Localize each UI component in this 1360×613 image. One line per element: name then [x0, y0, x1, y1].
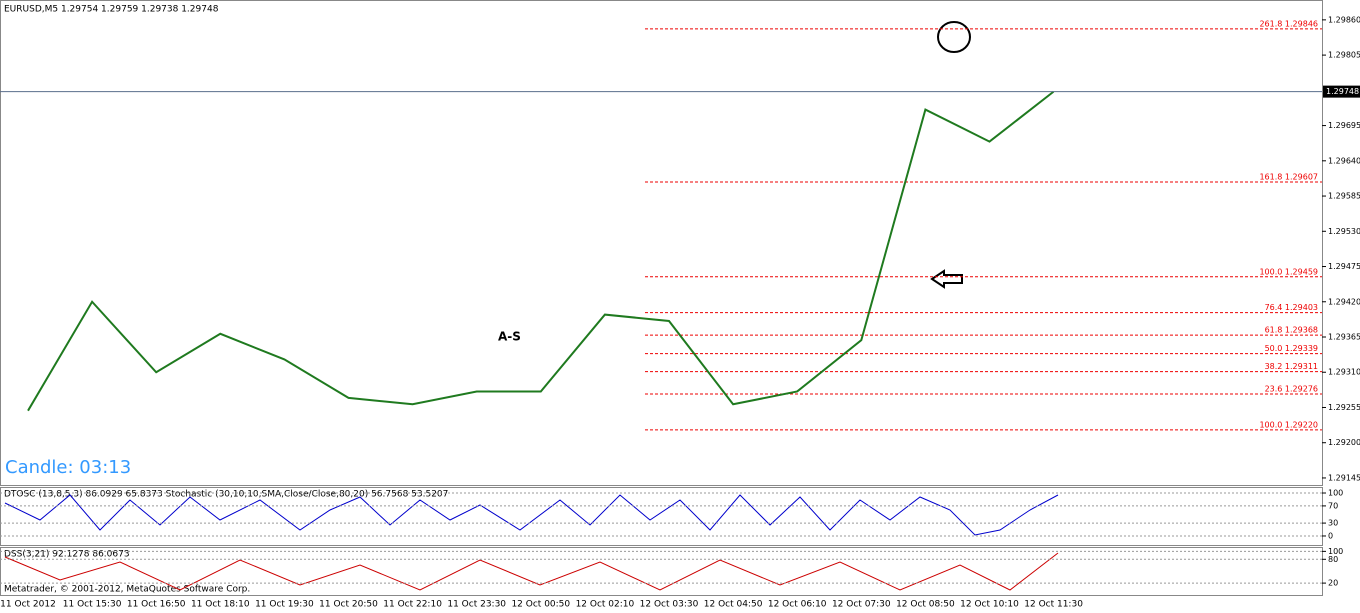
- x-tick-label: 11 Oct 15:30: [63, 600, 122, 610]
- candle-timer: Candle: 03:13: [5, 457, 131, 478]
- current-price: 1.29748: [1326, 87, 1359, 96]
- annotation: A-S: [498, 330, 521, 344]
- y-tick-label: 1.29420: [1328, 297, 1360, 306]
- x-tick-label: 12 Oct 07:30: [832, 600, 891, 610]
- y-tick-label: 1.29860: [1328, 15, 1360, 24]
- y-tick-label: 1.29145: [1328, 473, 1360, 482]
- arrow: [930, 269, 963, 289]
- dss-panel: [0, 547, 1323, 596]
- highlight-circle: [937, 21, 971, 53]
- dss-header: DSS(3,21) 92.1278 86.0673: [4, 550, 130, 560]
- fib-label: 50.0 1.29339: [1265, 344, 1318, 353]
- x-tick-label: 12 Oct 02:10: [576, 600, 635, 610]
- y-tick-label: 1.29365: [1328, 333, 1360, 342]
- x-tick-label: 11 Oct 16:50: [127, 600, 186, 610]
- symbol-header: EURUSD,M5 1.29754 1.29759 1.29738 1.2974…: [4, 5, 219, 15]
- y-tick-label: 1.29475: [1328, 262, 1360, 271]
- price-line: [27, 90, 1055, 412]
- fib-label: 38.2 1.29311: [1265, 362, 1318, 371]
- x-tick-label: 12 Oct 11:30: [1024, 600, 1083, 610]
- fib-label: 261.8 1.29846: [1259, 19, 1318, 28]
- fib-label: 100.0 1.29220: [1259, 420, 1318, 429]
- x-tick-label: 12 Oct 10:10: [960, 600, 1019, 610]
- fib-label: 23.6 1.29276: [1265, 385, 1318, 394]
- x-tick-label: 12 Oct 06:10: [768, 600, 827, 610]
- dss-line: [4, 552, 1059, 591]
- y-tick-label: 1.29310: [1328, 368, 1360, 377]
- current-price-box: [1323, 85, 1360, 98]
- x-tick-label: 12 Oct 00:50: [511, 600, 570, 610]
- x-tick-label: 11 Oct 19:30: [255, 600, 314, 610]
- x-tick-label: 11 Oct 18:10: [191, 600, 250, 610]
- fib-label: 61.8 1.29368: [1265, 326, 1318, 335]
- y-tick-label: 1.29530: [1328, 227, 1360, 236]
- x-tick-label: 12 Oct 04:50: [704, 600, 763, 610]
- x-tick-label: 11 Oct 22:10: [383, 600, 442, 610]
- y-tick-label: 100: [1328, 489, 1343, 498]
- y-tick-label: 1.29585: [1328, 192, 1360, 201]
- y-tick-label: 100: [1328, 547, 1343, 556]
- x-tick-label: 11 Oct 2012: [0, 600, 56, 610]
- fib-label: 161.8 1.29607: [1259, 172, 1318, 181]
- y-tick-label: 80: [1328, 555, 1338, 564]
- y-tick-label: 1.29200: [1328, 438, 1360, 447]
- copyright: Metatrader, © 2001-2012, MetaQuotes Soft…: [4, 585, 250, 595]
- dtosc-header: DTOSC (13,8,5,3) 86.0929 65.8373 Stochas…: [4, 490, 448, 500]
- y-tick-label: 30: [1328, 519, 1338, 528]
- y-tick-label: 1.29255: [1328, 403, 1360, 412]
- x-tick-label: 12 Oct 08:50: [896, 600, 955, 610]
- x-tick-label: 12 Oct 03:30: [640, 600, 699, 610]
- y-tick-label: 20: [1328, 579, 1338, 588]
- y-tick-label: 70: [1328, 501, 1338, 510]
- fib-label: 76.4 1.29403: [1265, 303, 1318, 312]
- x-tick-label: 11 Oct 20:50: [319, 600, 378, 610]
- x-tick-label: 11 Oct 23:30: [447, 600, 506, 610]
- y-tick-label: 1.29805: [1328, 51, 1360, 60]
- y-tick-label: 0: [1328, 531, 1333, 540]
- main-panel: [0, 0, 1323, 486]
- y-tick-label: 1.29640: [1328, 156, 1360, 165]
- fib-label: 100.0 1.29459: [1259, 267, 1318, 276]
- y-tick-label: 1.29695: [1328, 121, 1360, 130]
